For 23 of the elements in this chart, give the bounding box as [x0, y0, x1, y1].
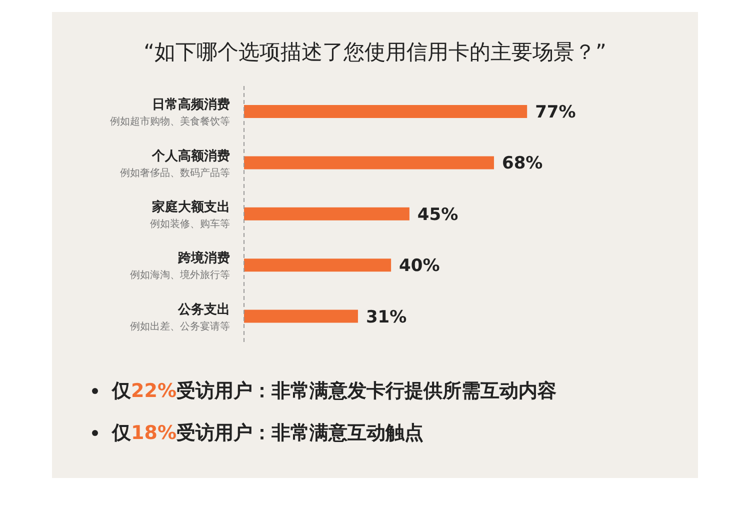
y-tick-label: 跨境消费	[177, 250, 230, 266]
bar	[244, 207, 410, 220]
chart-title: “如下哪个选项描述了您使用信用卡的主要场景？”	[142, 39, 608, 66]
text: 仅22%受访用户：非常满意发卡行提供所需互动内容	[112, 380, 556, 402]
text: 仅18%受访用户：非常满意互动触点	[112, 422, 424, 444]
text: 例如海淘、境外旅行等	[130, 269, 230, 282]
text: 例如奢侈品、数码产品等	[120, 166, 230, 179]
data-label: 40%	[399, 256, 440, 276]
data-label: 45%	[417, 204, 458, 225]
text: 例如出差、公务宴请等	[130, 320, 230, 332]
data-label: 68%	[502, 154, 543, 174]
text: 例如装修、购车等	[150, 218, 230, 230]
text: 例如超市购物、美食餐饮等	[110, 116, 230, 128]
y-tick-label: 公务支出	[177, 302, 230, 318]
bar	[244, 156, 494, 170]
data-label: 77%	[535, 102, 576, 123]
y-tick-label: 日常高频消费	[152, 96, 230, 113]
bar	[244, 105, 528, 118]
bar	[244, 310, 358, 323]
y-tick-label: 家庭大额支出	[151, 199, 230, 215]
bar	[244, 258, 392, 272]
y-tick-label: 个人高额消费	[151, 148, 230, 164]
data-label: 31%	[366, 307, 407, 328]
